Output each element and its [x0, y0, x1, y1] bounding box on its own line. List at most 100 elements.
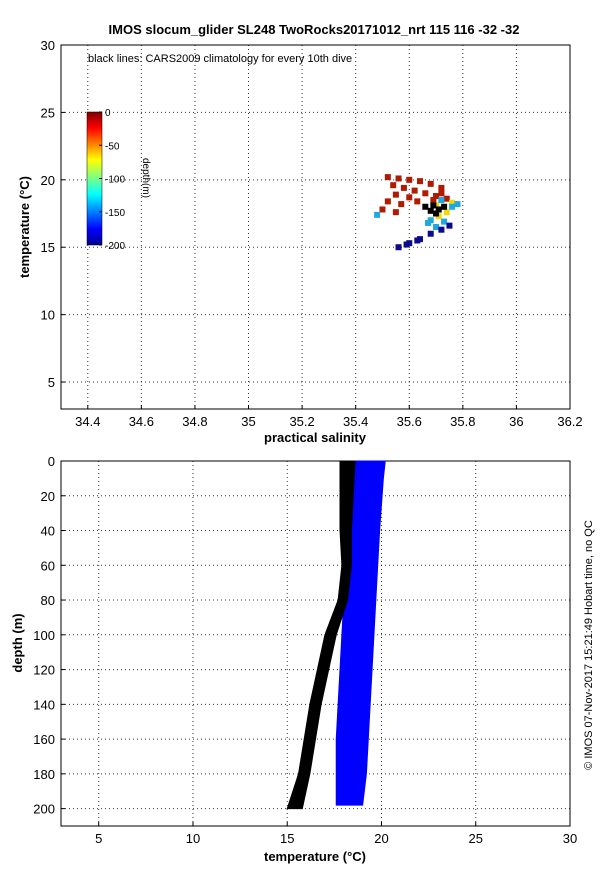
y-tick-label: 30 [41, 38, 55, 53]
data-point [395, 175, 402, 182]
data-point [433, 210, 440, 217]
x-tick-label: 20 [374, 831, 388, 846]
series-bottom-water-170-to-200-m- [395, 222, 453, 251]
x-tick-label: 35 [241, 414, 255, 429]
data-point [427, 180, 434, 187]
data-point [427, 207, 434, 214]
data-point [433, 224, 440, 230]
y-tick-label: 20 [41, 489, 55, 504]
colorbar-tick-label: 0 [105, 108, 111, 119]
x-tick-label: 35.2 [289, 414, 314, 429]
data-point [430, 197, 437, 204]
colorbar-tick-label: -150 [105, 208, 125, 219]
y-tick-label: 40 [41, 524, 55, 539]
data-point [443, 209, 450, 216]
data-point [414, 198, 421, 205]
data-point [454, 201, 461, 208]
data-point [392, 191, 399, 198]
profile-bands [286, 460, 386, 810]
x-tick-label: 10 [186, 831, 200, 846]
x-tick-label: 34.4 [75, 414, 100, 429]
colorbar-label: depth(m) [140, 158, 151, 198]
series-cars2009-climatology [422, 202, 448, 217]
data-point [406, 194, 413, 201]
y-axis-label-2: depth (m) [10, 613, 25, 672]
gridlines [61, 44, 571, 409]
x-axis-label: practical salinity [264, 430, 367, 445]
plot-area [60, 44, 571, 410]
x-tick-label: 15 [280, 831, 294, 846]
x-tick-label: 36.2 [557, 414, 582, 429]
x-tick-label: 34.8 [182, 414, 207, 429]
data-point [441, 203, 448, 210]
plot-area-2 [60, 460, 571, 827]
y-tick-label: 160 [33, 732, 55, 747]
x-tick-label: 35.8 [450, 414, 475, 429]
x-tick-label: 35.4 [343, 414, 368, 429]
x-tick-label: 35.6 [397, 414, 422, 429]
data-point [403, 241, 410, 248]
y-tick-label: 25 [41, 105, 55, 120]
y-tick-label: 120 [33, 663, 55, 678]
gridlines-2 [61, 460, 571, 826]
y-tick-label: 100 [33, 628, 55, 643]
ts-diagram: IMOS slocum_glider SL248 TwoRocks2017101… [17, 22, 583, 445]
x-tick-labels-2: 5 10 15 20 25 30 [95, 831, 577, 846]
colorbar-tick-label: -200 [105, 241, 125, 252]
y-axis-label: temperature (°C) [17, 176, 32, 278]
colorbar-tick-label: -100 [105, 175, 125, 186]
data-point [398, 201, 405, 208]
data-point [400, 184, 407, 191]
y-tick-label: 140 [33, 697, 55, 712]
data-point [395, 244, 402, 251]
chart-title: IMOS slocum_glider SL248 TwoRocks2017101… [109, 22, 520, 37]
data-point [430, 202, 437, 209]
profile-band-climatology [286, 460, 356, 810]
x-tick-labels: 34.4 34.6 34.8 35 35.2 35.4 35.6 35.8 36 36.2 [75, 414, 583, 429]
data-point [435, 206, 442, 213]
data-point [374, 211, 381, 218]
data-point [438, 184, 445, 191]
y-tick-labels-2: 0 20 40 60 80 100 120 140 160 180 200 [33, 454, 55, 817]
series-deep-water-120-to-170-m- [374, 197, 461, 230]
data-point [438, 190, 445, 197]
y-tick-labels: 5 10 15 20 25 30 [41, 38, 55, 390]
y-tick-label: 60 [41, 558, 55, 573]
temperature-depth-profile: 5 10 15 20 25 30 020406080100120140160180200 … [10, 454, 595, 864]
y-tick-label: 180 [33, 767, 55, 782]
y-tick-label: 5 [48, 375, 55, 390]
y-tick-label: 10 [41, 308, 55, 323]
data-point [427, 217, 434, 224]
data-point [406, 176, 413, 183]
x-tick-label: 25 [469, 831, 483, 846]
series-surface-water-0-to-40-m- [379, 174, 450, 216]
x-tick-label: 34.6 [129, 414, 154, 429]
data-point [433, 192, 440, 199]
data-point [422, 190, 429, 197]
annotation-text: black lines: CARS2009 climatology for ev… [88, 53, 352, 65]
data-point [449, 199, 456, 206]
data-point [379, 206, 386, 213]
x-tick-label: 5 [95, 831, 102, 846]
data-point [414, 237, 421, 244]
y-tick-label: 15 [41, 240, 55, 255]
copyright-note: © IMOS 07-Nov-2017 15:21:49 Hobart time,… [583, 520, 595, 770]
data-point [446, 222, 453, 229]
y-tick-label: 0 [48, 454, 55, 469]
colorbar-tick-label: -50 [105, 141, 120, 152]
data-point [384, 174, 391, 181]
data-point [427, 230, 434, 237]
data-point [390, 182, 397, 189]
y-tick-label: 20 [41, 173, 55, 188]
x-tick-label: 36 [509, 414, 523, 429]
data-point [441, 218, 448, 225]
x-axis-label-2: temperature (°C) [264, 849, 366, 864]
data-point [438, 197, 445, 204]
colorbar-tick-labels: 0 -50 -100 -150 -200 [99, 108, 125, 252]
data-point [443, 195, 450, 202]
y-tick-label: 200 [33, 802, 55, 817]
data-point [438, 226, 445, 233]
data-points [374, 174, 461, 251]
data-point [422, 203, 429, 210]
